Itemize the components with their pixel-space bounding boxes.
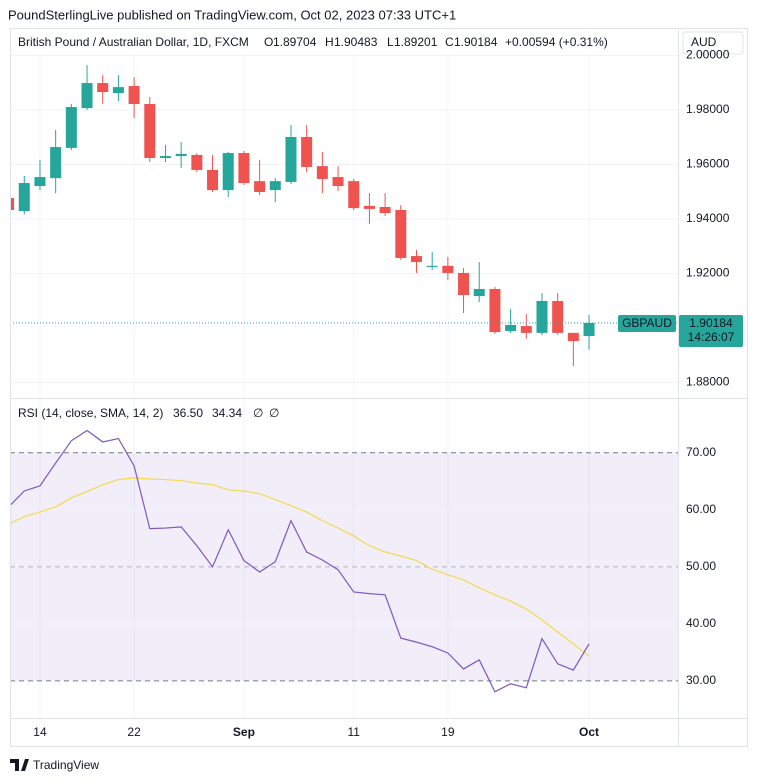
candle-body [348, 181, 360, 209]
candle-body [18, 183, 30, 212]
rsi-value: 36.50 [173, 406, 203, 420]
logo-icon [10, 759, 29, 771]
ohlc-value: 1.89201 [394, 35, 438, 49]
candle-body [65, 107, 77, 148]
y-tick-label: 50.00 [686, 559, 716, 573]
currency-label[interactable]: AUD [691, 35, 717, 49]
y-tick-label: 40.00 [686, 616, 716, 630]
candle-body [363, 205, 375, 209]
ohlc-value: 1.89704 [273, 35, 317, 49]
candle-body [583, 322, 595, 337]
candle-body [238, 153, 250, 184]
candle-body [128, 86, 140, 105]
ohlc-key: L [387, 35, 394, 49]
candle-body [222, 153, 234, 191]
candle-body [505, 324, 517, 331]
candle-body [395, 210, 407, 258]
candle-body [442, 265, 454, 273]
x-tick-label: 11 [347, 725, 360, 739]
candle-body [426, 265, 438, 267]
price-pane [10, 29, 678, 398]
candle-body [567, 332, 579, 342]
ohlc-value: 1.90483 [334, 35, 378, 49]
legend-icon: ∅ [253, 406, 263, 420]
symbol-label-box [618, 314, 676, 332]
ohlc-key: H [325, 35, 334, 49]
candle-body [175, 153, 187, 157]
y-tick-label: 70.00 [686, 445, 716, 459]
candle-body [552, 301, 564, 333]
candle-body [50, 147, 62, 179]
price-label: 1.90184 [689, 316, 733, 330]
rsi-pane [10, 399, 678, 718]
x-tick-label: Sep [233, 725, 255, 739]
candle-body [285, 136, 297, 182]
publish-header: PoundSterlingLive published on TradingVi… [8, 7, 456, 22]
candle-body [97, 83, 109, 93]
price-label-box [679, 314, 743, 347]
candle-body [301, 136, 313, 167]
legend-title: British Pound / Australian Dollar, 1D, F… [18, 35, 249, 49]
candle-body [269, 181, 281, 191]
currency-box [682, 31, 744, 55]
y-tick-label: 1.94000 [686, 211, 730, 225]
candle-body [34, 177, 46, 187]
change-value: +0.00594 (+0.31%) [505, 35, 608, 49]
candle-body [332, 177, 344, 187]
rsi-line [10, 429, 590, 693]
rsi-line [10, 477, 590, 657]
ohlc-key: C [445, 35, 454, 49]
sma-value: 34.34 [212, 406, 242, 420]
y-tick-label: 1.92000 [686, 266, 730, 280]
candle-body [112, 87, 124, 94]
ohlc-value: 1.90184 [454, 35, 498, 49]
y-tick-label: 60.00 [686, 502, 716, 516]
y-tick-label: 2.00000 [686, 48, 730, 62]
candle-body [191, 154, 203, 170]
candle-body [316, 166, 328, 179]
candle-body [458, 272, 470, 296]
footer-text: TradingView [33, 758, 99, 772]
rsi-title: RSI (14, close, SMA, 14, 2) [18, 406, 163, 420]
legend-bg [12, 32, 622, 54]
x-tick-label: 19 [441, 725, 455, 739]
candle-body [379, 207, 391, 213]
countdown-label: 14:26:07 [688, 330, 735, 344]
candle-body [254, 181, 266, 193]
candle-body [536, 301, 548, 333]
ohlc-key: O [264, 35, 273, 49]
candle-body [159, 156, 171, 158]
candle-body [144, 104, 156, 158]
candle-body [81, 83, 93, 109]
y-tick-label: 1.88000 [686, 375, 730, 389]
candle-body [489, 289, 501, 333]
x-tick-label: 22 [127, 725, 141, 739]
tradingview-logo: TradingView [10, 758, 99, 772]
candle-body [473, 289, 485, 297]
x-tick-label: 14 [33, 725, 47, 739]
y-tick-label: 1.98000 [686, 102, 730, 116]
frame [10, 28, 748, 747]
y-tick-label: 1.96000 [686, 157, 730, 171]
candle-body [207, 169, 219, 191]
candle-body [410, 256, 422, 263]
x-tick-label: Oct [579, 725, 599, 739]
legend-icon: ∅ [269, 406, 279, 420]
symbol-label: GBPAUD [622, 316, 672, 330]
candle-body [520, 326, 532, 333]
candle-body [10, 198, 15, 211]
y-tick-label: 30.00 [686, 673, 716, 687]
